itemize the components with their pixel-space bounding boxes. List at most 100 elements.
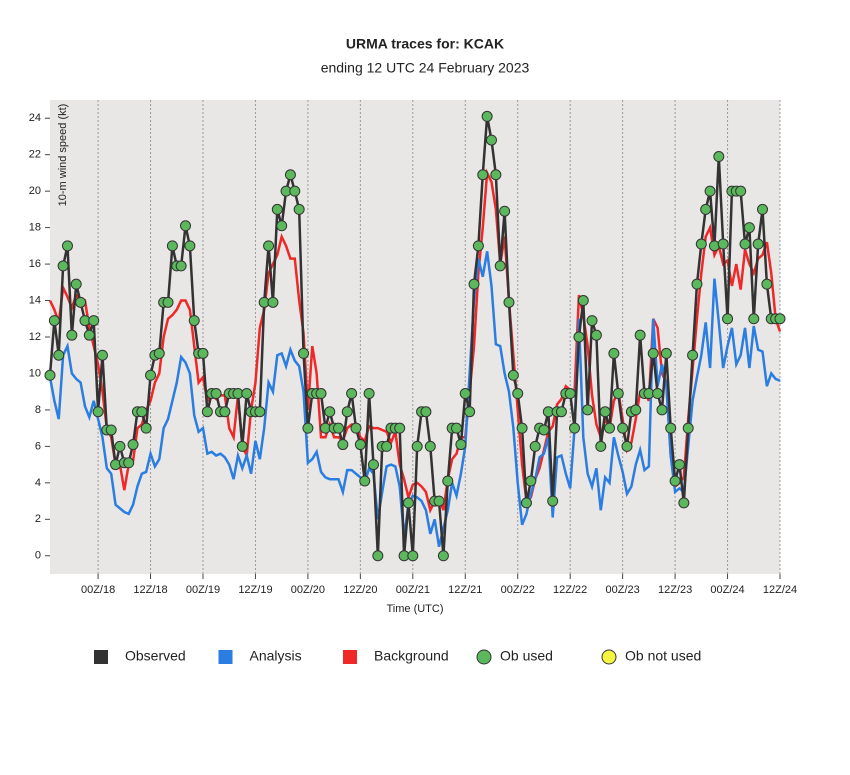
ob-marker [324, 406, 336, 418]
ob-marker [166, 240, 178, 252]
ob-marker [402, 497, 414, 509]
ob-marker [660, 347, 672, 359]
ob-marker [350, 422, 362, 434]
ob-marker [743, 222, 755, 234]
ob-marker [704, 185, 716, 197]
ob-marker [254, 406, 266, 418]
legend-label: Ob not used [625, 648, 701, 664]
ob-marker [302, 422, 314, 434]
ob-marker [188, 315, 200, 327]
ob-marker [110, 459, 122, 471]
ob-marker [61, 240, 73, 252]
ob-marker [66, 329, 78, 341]
ob-marker [201, 406, 213, 418]
ob-marker [695, 238, 707, 250]
ob-marker [621, 440, 633, 452]
ob-marker [564, 388, 576, 400]
ob-marker [468, 278, 480, 290]
ob-marker [263, 240, 275, 252]
ob-marker [529, 440, 541, 452]
ob-marker [315, 388, 327, 400]
x-tick-label: 12Z/21 [448, 584, 482, 596]
y-tick-label: 12 [29, 331, 41, 343]
ob-marker [75, 296, 87, 308]
legend-swatch [218, 650, 233, 664]
x-tick-label: 12Z/23 [658, 584, 692, 596]
ob-marker [520, 497, 532, 509]
y-tick-label: 22 [29, 149, 41, 161]
y-tick-label: 14 [29, 294, 41, 306]
ob-marker [700, 203, 712, 215]
ob-marker [595, 440, 607, 452]
ob-marker [92, 406, 104, 418]
ob-marker [713, 151, 725, 163]
ob-marker [442, 475, 454, 487]
ob-marker [298, 347, 310, 359]
ob-marker [114, 440, 126, 452]
ob-marker [459, 388, 471, 400]
ob-marker [608, 347, 620, 359]
ob-marker [83, 329, 95, 341]
legend-label: Ob used [500, 648, 553, 664]
ob-marker [774, 313, 786, 325]
ob-marker [140, 422, 152, 434]
ob-marker [590, 329, 602, 341]
x-tick-label: 00Z/18 [81, 584, 115, 596]
ob-marker [722, 313, 734, 325]
ob-marker [503, 296, 515, 308]
ob-marker [617, 422, 629, 434]
ob-marker [599, 406, 611, 418]
ob-marker [472, 240, 484, 252]
ob-marker [219, 406, 231, 418]
chart-title: URMA traces for: KCAK [346, 36, 504, 52]
ob-marker [761, 278, 773, 290]
y-tick-label: 16 [29, 258, 41, 270]
ob-marker [57, 260, 69, 272]
ob-marker [341, 406, 353, 418]
ob-marker [162, 296, 174, 308]
ob-marker [481, 110, 493, 122]
ob-marker [293, 203, 305, 215]
ob-marker [757, 203, 769, 215]
y-tick-label: 24 [29, 112, 41, 124]
ob-marker [284, 169, 296, 181]
ob-marker [538, 424, 550, 436]
ob-marker [665, 422, 677, 434]
ob-marker [372, 550, 384, 562]
ob-marker [687, 349, 699, 361]
ob-marker [735, 185, 747, 197]
y-tick-label: 0 [35, 550, 41, 562]
ob-marker [451, 422, 463, 434]
ob-marker [717, 238, 729, 250]
ob-marker [455, 439, 467, 451]
y-tick-label: 2 [35, 513, 41, 525]
ob-marker [53, 349, 65, 361]
ob-marker [367, 459, 379, 471]
ob-marker [420, 406, 432, 418]
ob-marker [586, 315, 598, 327]
ob-marker [96, 349, 108, 361]
ob-marker [691, 278, 703, 290]
ob-marker [70, 278, 82, 290]
ob-marker [153, 347, 165, 359]
ob-marker [647, 347, 659, 359]
legend-label: Analysis [250, 648, 302, 664]
x-tick-label: 12Z/20 [343, 584, 377, 596]
ob-marker [123, 457, 135, 469]
ob-marker [569, 422, 581, 434]
ob-marker [289, 185, 301, 197]
ob-marker [354, 439, 366, 451]
ob-marker [44, 369, 56, 381]
legend-swatch [94, 650, 108, 664]
ob-marker [516, 422, 528, 434]
ob-marker [656, 404, 668, 416]
ob-marker [433, 495, 445, 507]
ob-marker [507, 369, 519, 381]
ob-marker [499, 205, 511, 217]
ob-marker [145, 369, 157, 381]
ob-marker [184, 240, 196, 252]
ob-marker [630, 404, 642, 416]
ob-marker [485, 134, 497, 146]
ob-marker [752, 238, 764, 250]
